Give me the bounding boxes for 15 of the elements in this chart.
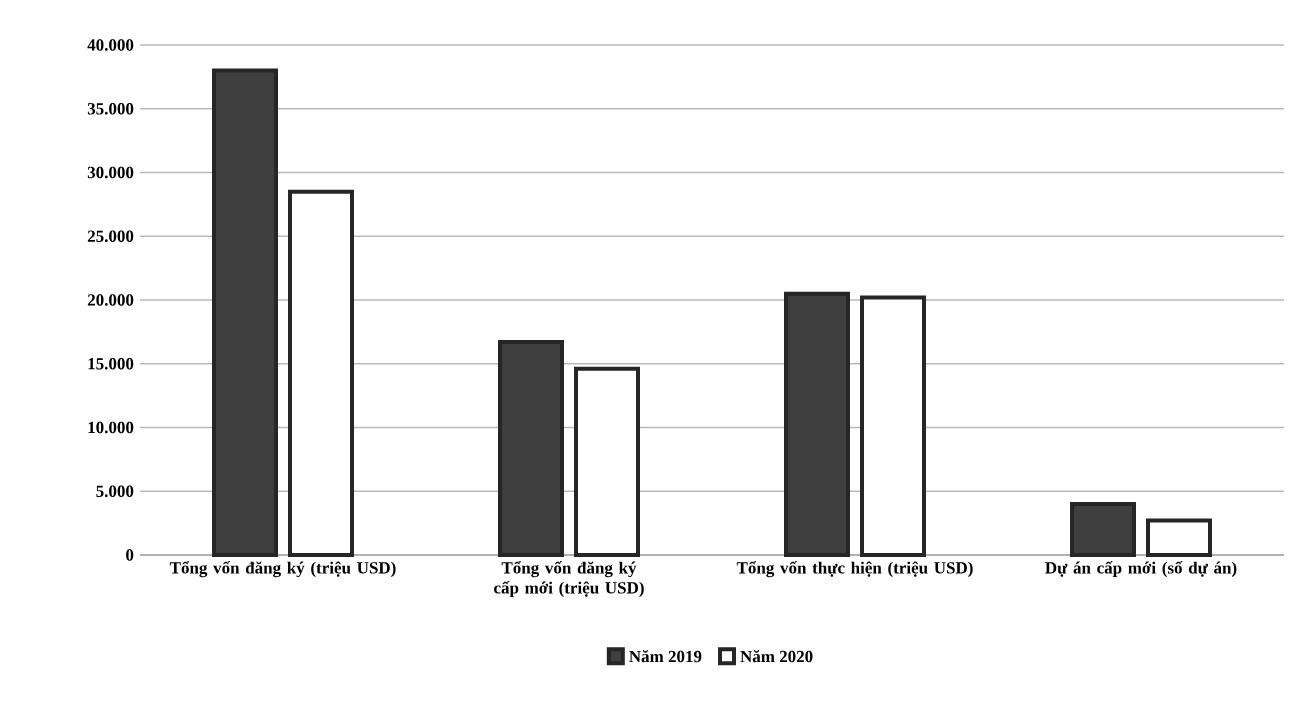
x-tick-label: Dự án cấp mới (số dự án) (1045, 561, 1237, 578)
y-tick-label: 35.000 (87, 102, 134, 115)
y-tick-label: 40.000 (87, 39, 134, 51)
x-tick-label: Tổng vốn thực hiện (triệu USD) (736, 561, 973, 578)
legend-label: Năm 2019 (629, 650, 702, 663)
x-tick-label: Tổng vốn đăng ký (triệu USD) (169, 561, 396, 578)
y-tick-label: 0 (126, 549, 134, 561)
y-tick-label: 20.000 (87, 294, 134, 306)
y-tick-label: 10.000 (88, 421, 134, 434)
y-tick-label: 15.000 (88, 357, 134, 370)
y-tick-label: 25.000 (87, 230, 134, 243)
y-tick-label: 5.000 (96, 485, 134, 498)
y-tick-label: 30.000 (87, 166, 134, 179)
legend-label: Năm 2020 (740, 650, 813, 663)
x-tick-label: Tổng vốn đăng ký cấp mới (triệu USD) (494, 561, 644, 598)
